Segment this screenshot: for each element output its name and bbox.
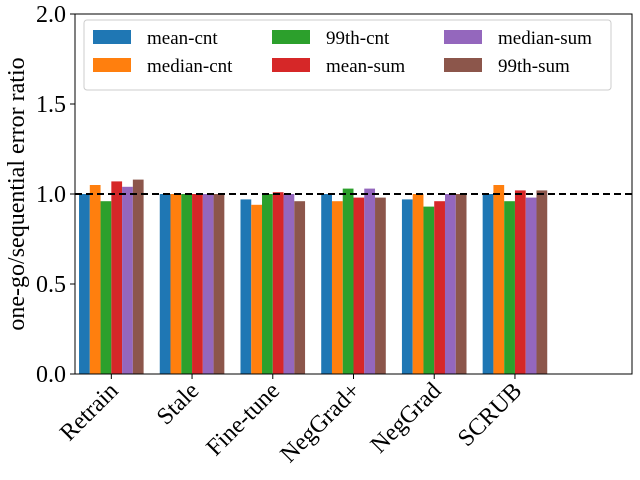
legend-label-99th-cnt: 99th-cnt bbox=[326, 28, 390, 49]
bar-99th-cnt-neggrad bbox=[423, 206, 435, 374]
bar-median-sum-stale bbox=[202, 194, 214, 374]
bar-mean-sum-fine-tune bbox=[272, 192, 284, 374]
bar-mean-cnt-scrub bbox=[482, 194, 494, 374]
bar-median-sum-neggrad- bbox=[364, 188, 376, 374]
bar-mean-cnt-neggrad- bbox=[321, 194, 332, 374]
bars-group bbox=[79, 179, 548, 374]
bar-mean-sum-retrain bbox=[111, 181, 123, 374]
legend-label-mean-cnt: mean-cnt bbox=[147, 28, 218, 49]
bar-99th-sum-scrub bbox=[536, 190, 548, 374]
x-tick-label: Fine-tune bbox=[202, 378, 285, 461]
y-axis-label: one-go/sequential error ratio bbox=[4, 57, 30, 330]
bar-99th-sum-retrain bbox=[132, 179, 144, 374]
bar-99th-cnt-scrub bbox=[504, 201, 515, 374]
bar-mean-sum-neggrad- bbox=[353, 197, 365, 374]
legend-label-median-sum: median-sum bbox=[498, 28, 592, 49]
bar-median-sum-scrub bbox=[525, 197, 537, 374]
y-tick-label: 2.0 bbox=[36, 2, 66, 28]
bar-99th-sum-neggrad- bbox=[375, 197, 386, 374]
y-tick-label: 0.0 bbox=[36, 362, 66, 388]
y-tick-label: 0.5 bbox=[36, 272, 66, 298]
bar-median-sum-retrain bbox=[122, 186, 133, 374]
legend-swatch-median-cnt bbox=[93, 58, 131, 72]
legend-swatch-mean-sum bbox=[272, 58, 310, 72]
bar-99th-cnt-stale bbox=[181, 194, 193, 374]
x-tick-label: SCRUB bbox=[453, 378, 527, 452]
bar-99th-cnt-fine-tune bbox=[262, 194, 273, 374]
bar-median-cnt-stale bbox=[170, 194, 182, 374]
bar-mean-sum-neggrad bbox=[434, 201, 445, 374]
legend-swatch-99th-cnt bbox=[272, 30, 310, 44]
legend-swatch-median-sum bbox=[444, 30, 482, 44]
legend-swatch-99th-sum bbox=[444, 58, 482, 72]
bar-mean-sum-scrub bbox=[514, 190, 526, 374]
legend-label-median-cnt: median-cnt bbox=[147, 56, 233, 77]
x-tick-label: NegGrad bbox=[366, 378, 447, 459]
legend-label-mean-sum: mean-sum bbox=[326, 56, 405, 77]
bar-median-cnt-scrub bbox=[493, 185, 505, 374]
bar-mean-cnt-stale bbox=[159, 194, 171, 374]
bar-mean-cnt-fine-tune bbox=[240, 199, 252, 374]
bar-99th-cnt-retrain bbox=[100, 201, 112, 374]
y-tick-label: 1.0 bbox=[36, 182, 66, 208]
bar-99th-sum-neggrad bbox=[455, 194, 467, 374]
x-tick-label: Stale bbox=[152, 378, 204, 430]
bar-median-cnt-retrain bbox=[89, 185, 101, 374]
bar-mean-cnt-retrain bbox=[79, 194, 90, 374]
y-tick-label: 1.5 bbox=[36, 92, 66, 118]
bar-median-cnt-neggrad- bbox=[331, 201, 343, 374]
bar-median-sum-fine-tune bbox=[283, 194, 295, 374]
bar-99th-sum-stale bbox=[213, 194, 225, 374]
x-tick-label: Retrain bbox=[55, 378, 123, 446]
bar-99th-cnt-neggrad- bbox=[342, 188, 354, 374]
bar-median-cnt-fine-tune bbox=[251, 204, 263, 374]
bar-99th-sum-fine-tune bbox=[294, 201, 306, 374]
legend: mean-cnt median-cnt 99th-cnt mean-sum median… bbox=[83, 19, 612, 91]
bar-median-sum-neggrad bbox=[444, 194, 456, 374]
legend-swatch-mean-cnt bbox=[93, 30, 131, 44]
bar-median-cnt-neggrad bbox=[412, 194, 424, 374]
y-axis: 0.0 0.5 1.0 1.5 2.0 bbox=[36, 2, 75, 388]
bar-mean-sum-stale bbox=[192, 194, 203, 374]
legend-label-99th-sum: 99th-sum bbox=[498, 56, 570, 77]
bar-mean-cnt-neggrad bbox=[401, 199, 413, 374]
x-tick-label: NegGrad+ bbox=[276, 378, 366, 468]
